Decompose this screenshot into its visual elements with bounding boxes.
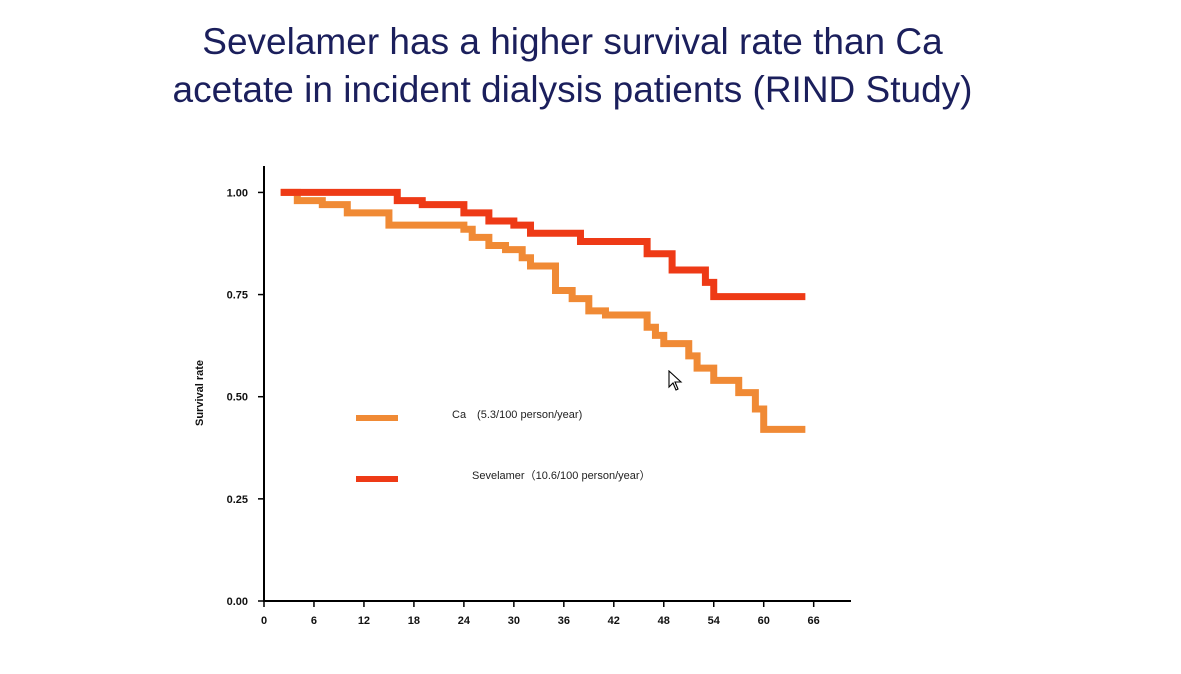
x-tick-label: 12 xyxy=(358,615,370,627)
y-axis-label: Survival rate xyxy=(194,360,206,426)
x-tick-label: 42 xyxy=(608,615,620,627)
y-tick-label: 0.50 xyxy=(227,392,248,404)
x-tick-label: 36 xyxy=(558,615,570,627)
y-tick-label: 0.75 xyxy=(227,290,248,302)
x-tick-label: 6 xyxy=(311,615,317,627)
x-tick-label: 18 xyxy=(408,615,420,627)
y-tick-label: 0.25 xyxy=(227,494,248,506)
y-tick-label: 1.00 xyxy=(227,187,248,199)
x-tick-label: 54 xyxy=(708,615,721,627)
slide-title: Sevelamer has a higher survival rate tha… xyxy=(0,18,1145,114)
plot-area: 0.00 0.25 0.50 0.75 1.00 0 6 12 18 24 30 36 42 48 54 60… xyxy=(194,166,851,627)
series-line-sevelamer xyxy=(280,188,806,301)
slide-title-line-1: Sevelamer has a higher survival rate tha… xyxy=(202,21,943,62)
x-tick-label: 48 xyxy=(658,615,670,627)
mouse-cursor-icon xyxy=(668,370,683,391)
legend-entry-sevelamer-label: Sevelamer（10.6/100 person/year） xyxy=(472,469,651,482)
x-tick-label: 60 xyxy=(758,615,770,627)
x-tick-label: 66 xyxy=(808,615,820,627)
x-tick-label: 30 xyxy=(508,615,520,627)
series-line-ca-acetate xyxy=(280,188,806,433)
legend-entry-ca-acetate-label: Ca (5.3/100 person/year) xyxy=(452,409,582,421)
y-tick-label: 0.00 xyxy=(227,596,248,608)
x-tick-label: 0 xyxy=(261,615,267,627)
slide-title-line-2: acetate in incident dialysis patients (R… xyxy=(172,69,973,110)
x-tick-label: 24 xyxy=(458,615,471,627)
